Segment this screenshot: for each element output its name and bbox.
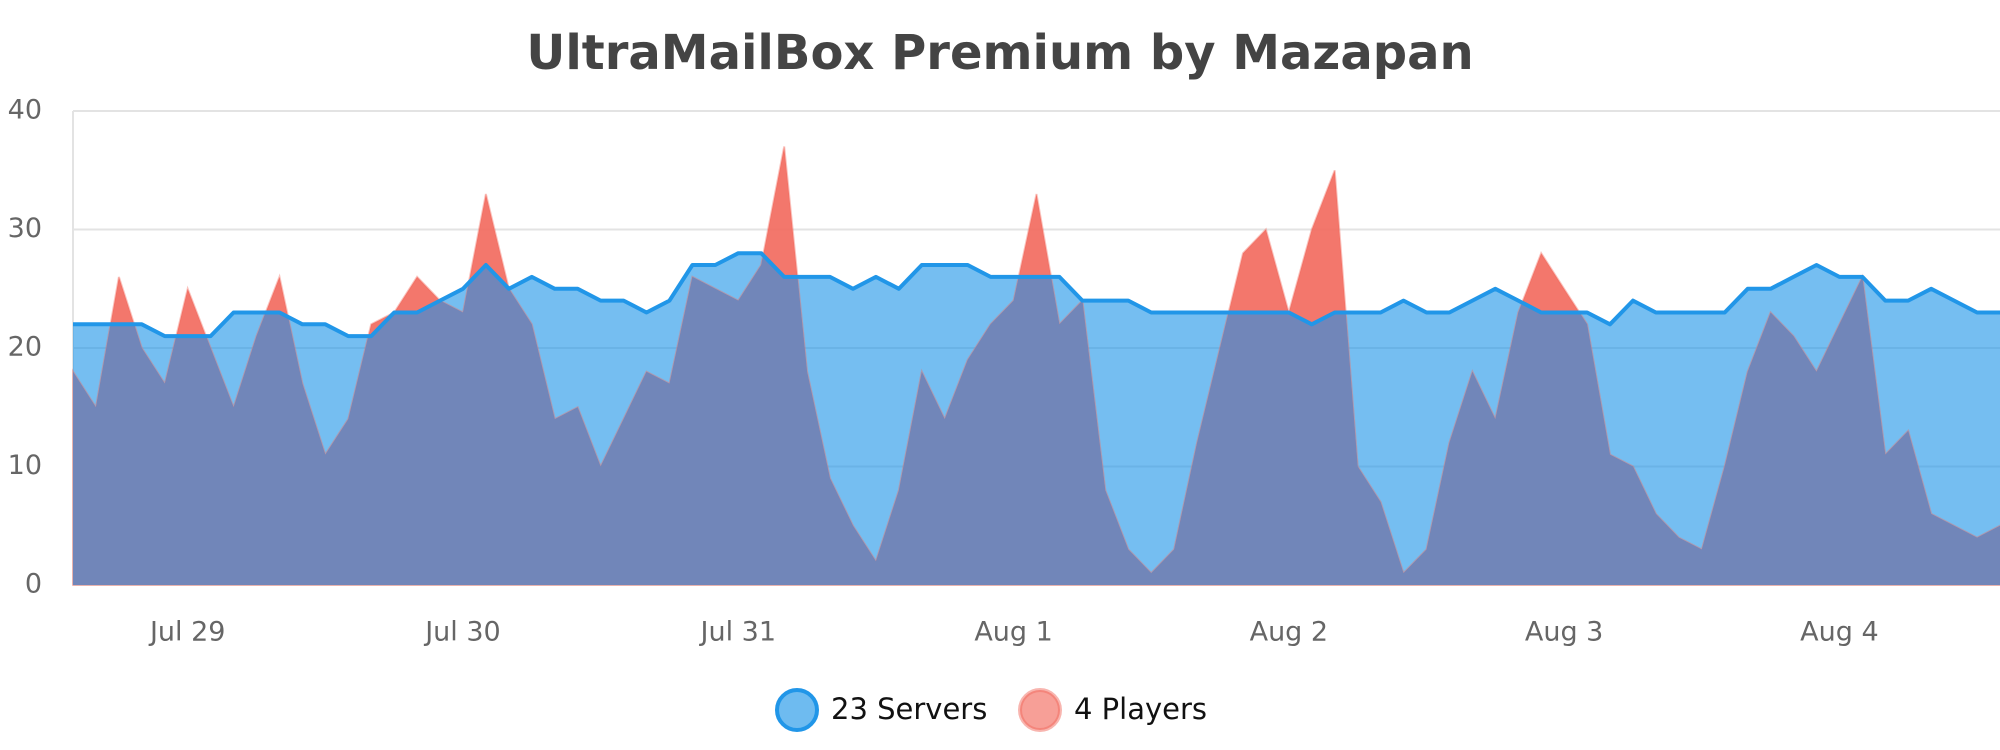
y-tick-label: 40 — [8, 95, 42, 126]
legend-marker — [775, 688, 819, 732]
y-tick-label: 10 — [8, 450, 42, 481]
y-tick-label: 0 — [25, 569, 42, 600]
x-tick-label: Jul 31 — [699, 617, 777, 648]
legend-marker — [1018, 688, 1062, 732]
players-overlap — [73, 253, 2000, 585]
x-tick-label: Aug 2 — [1250, 617, 1328, 648]
legend-label: 4 Players — [1074, 692, 1207, 726]
x-tick-label: Aug 4 — [1800, 617, 1878, 648]
legend-label: 23 Servers — [831, 692, 987, 726]
chart-title: UltraMailBox Premium by Mazapan — [526, 25, 1473, 81]
x-tick-label: Aug 3 — [1525, 617, 1603, 648]
servers-line — [73, 251, 2000, 339]
x-tick-label: Jul 30 — [423, 617, 501, 648]
x-tick-label: Jul 29 — [148, 617, 226, 648]
y-tick-label: 30 — [8, 213, 42, 244]
x-tick-label: Aug 1 — [974, 617, 1052, 648]
y-tick-label: 20 — [8, 332, 42, 363]
